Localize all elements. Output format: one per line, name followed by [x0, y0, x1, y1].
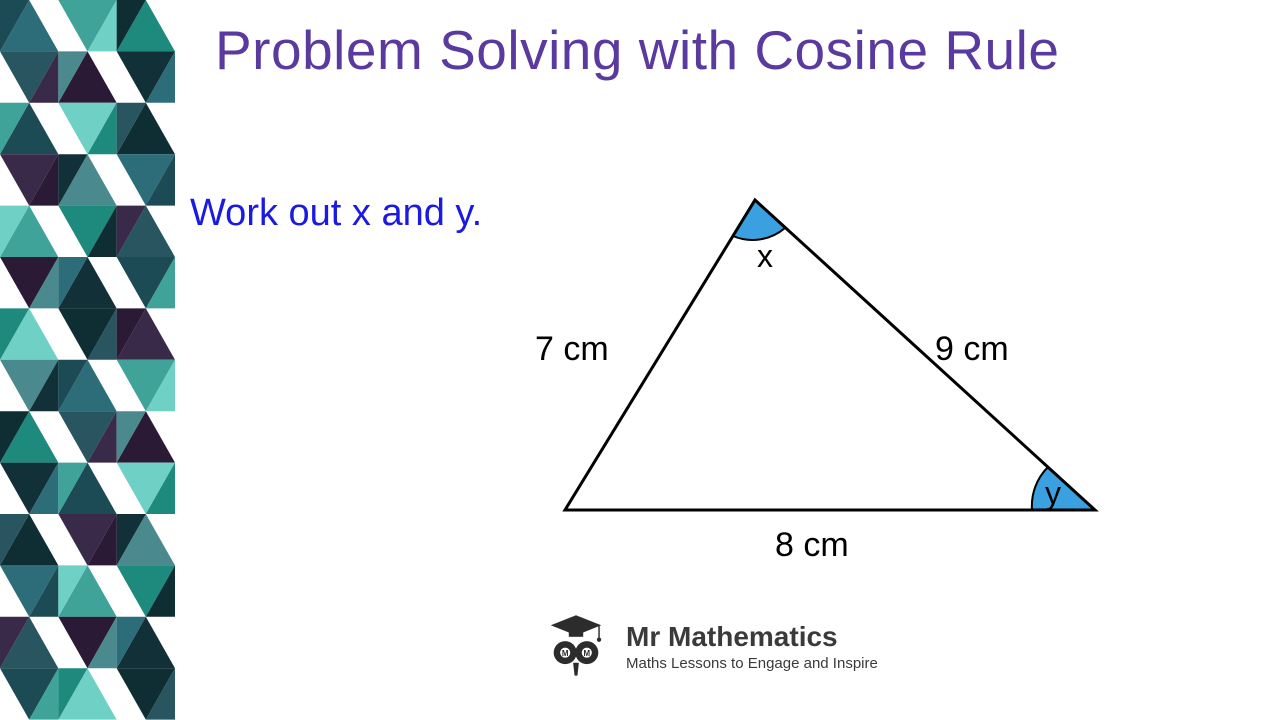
- content-area: Problem Solving with Cosine Rule Work ou…: [175, 0, 1280, 720]
- svg-text:M: M: [584, 649, 591, 658]
- angle-label-y: y: [1045, 475, 1061, 512]
- side-label-base: 8 cm: [775, 526, 849, 565]
- brand-logo-icon: M M: [540, 608, 612, 685]
- brand-name: Mr Mathematics: [626, 621, 878, 653]
- angle-label-x: x: [757, 238, 773, 275]
- side-label-left: 7 cm: [535, 330, 609, 369]
- angle-arc-y: [1032, 467, 1095, 510]
- page-title: Problem Solving with Cosine Rule: [215, 18, 1059, 82]
- brand-tagline: Maths Lessons to Engage and Inspire: [626, 655, 878, 672]
- branding-block: M M Mr Mathematics Maths Lessons to Enga…: [540, 608, 878, 685]
- decorative-band: [0, 0, 175, 720]
- triangle-diagram: 7 cm 9 cm 8 cm x y: [505, 180, 1125, 560]
- side-label-right: 9 cm: [935, 330, 1009, 369]
- instruction-text: Work out x and y.: [190, 192, 482, 235]
- triangle-outline: [565, 200, 1095, 510]
- svg-text:M: M: [562, 649, 569, 658]
